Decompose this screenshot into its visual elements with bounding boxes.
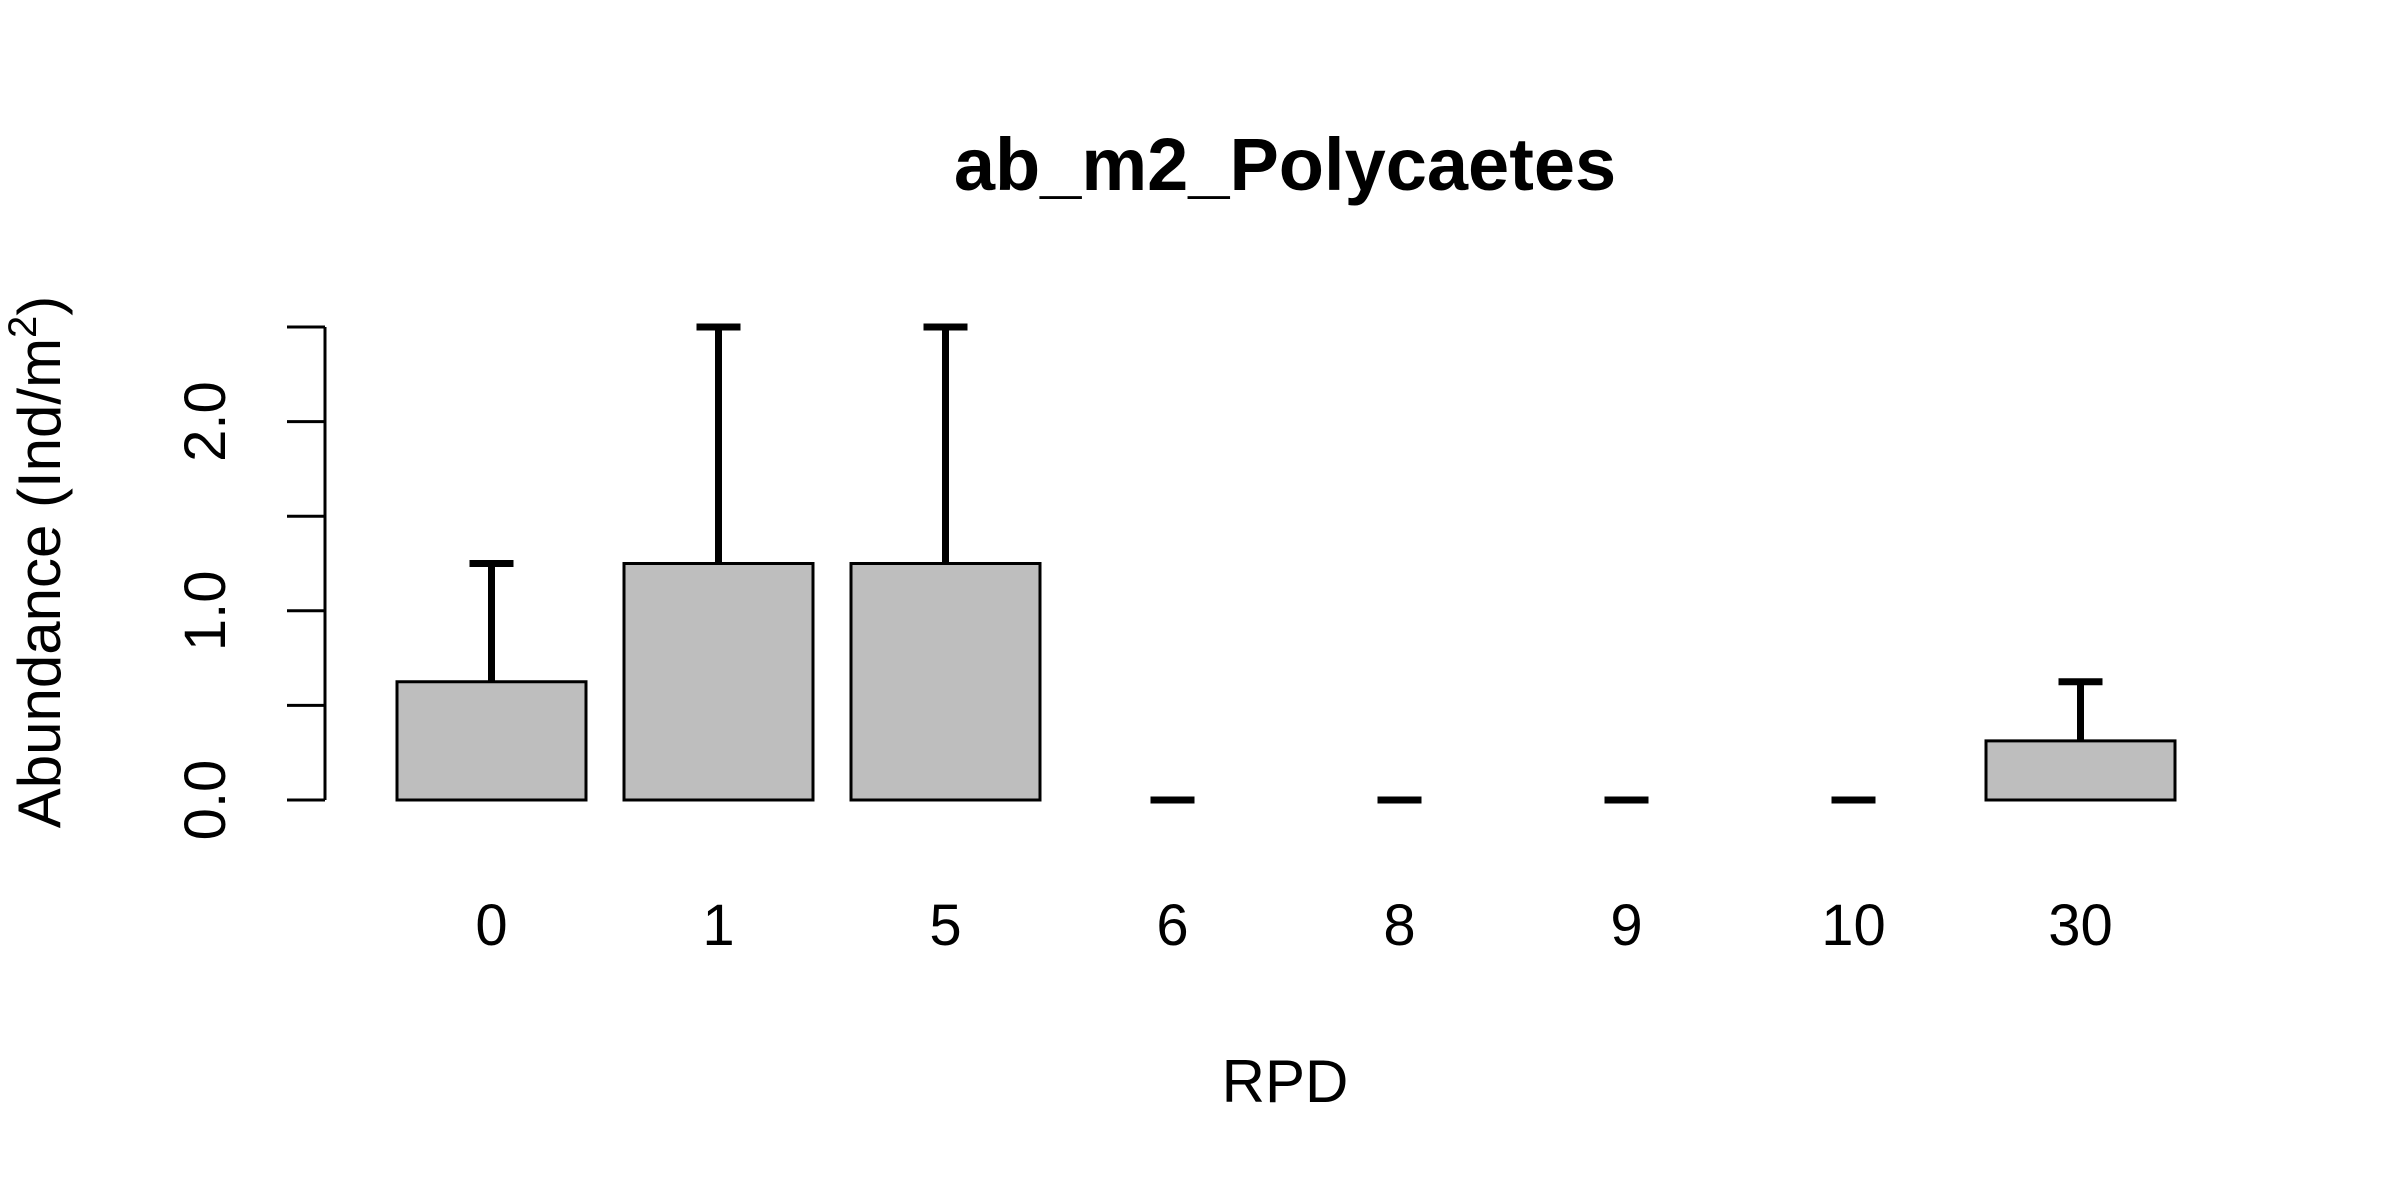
bar-5	[849, 562, 1042, 802]
y-axis: 0.0 1.0 2.0	[173, 325, 327, 841]
y-axis-label: Abundance (Ind/m2)	[1, 296, 73, 829]
bars-group	[395, 562, 2177, 802]
y-tick-label: 0.0	[173, 760, 238, 841]
y-axis-label-close: )	[6, 296, 73, 316]
x-tick-label: 1	[702, 893, 734, 958]
x-tick-label: 6	[1156, 893, 1188, 958]
x-tick-label: 9	[1610, 893, 1642, 958]
x-tick-label: 0	[475, 893, 507, 958]
y-tick-label: 2.0	[173, 381, 238, 462]
error-bars-group	[469, 323, 2103, 804]
bar-30	[1984, 739, 2177, 802]
x-tick-label: 8	[1383, 893, 1415, 958]
x-tick-labels: 0 1 5 6 8 9 10 30	[475, 893, 2112, 958]
y-axis-label-main: Abundance (Ind/m	[6, 338, 73, 828]
x-tick-label: 30	[2048, 893, 2113, 958]
error-bar-1	[696, 323, 741, 564]
x-tick-label: 5	[929, 893, 961, 958]
y-axis-label-superscript: 2	[1, 316, 45, 338]
y-tick-label: 1.0	[173, 570, 238, 651]
error-bar-5	[923, 323, 968, 564]
bar-0	[395, 680, 588, 802]
bar-1	[622, 562, 815, 802]
x-tick-label: 10	[1821, 893, 1886, 958]
error-bar-0	[469, 560, 514, 682]
error-bar-30	[2058, 678, 2103, 741]
chart-title: ab_m2_Polycaetes	[954, 123, 1616, 206]
x-axis-label: RPD	[1222, 1048, 1349, 1115]
